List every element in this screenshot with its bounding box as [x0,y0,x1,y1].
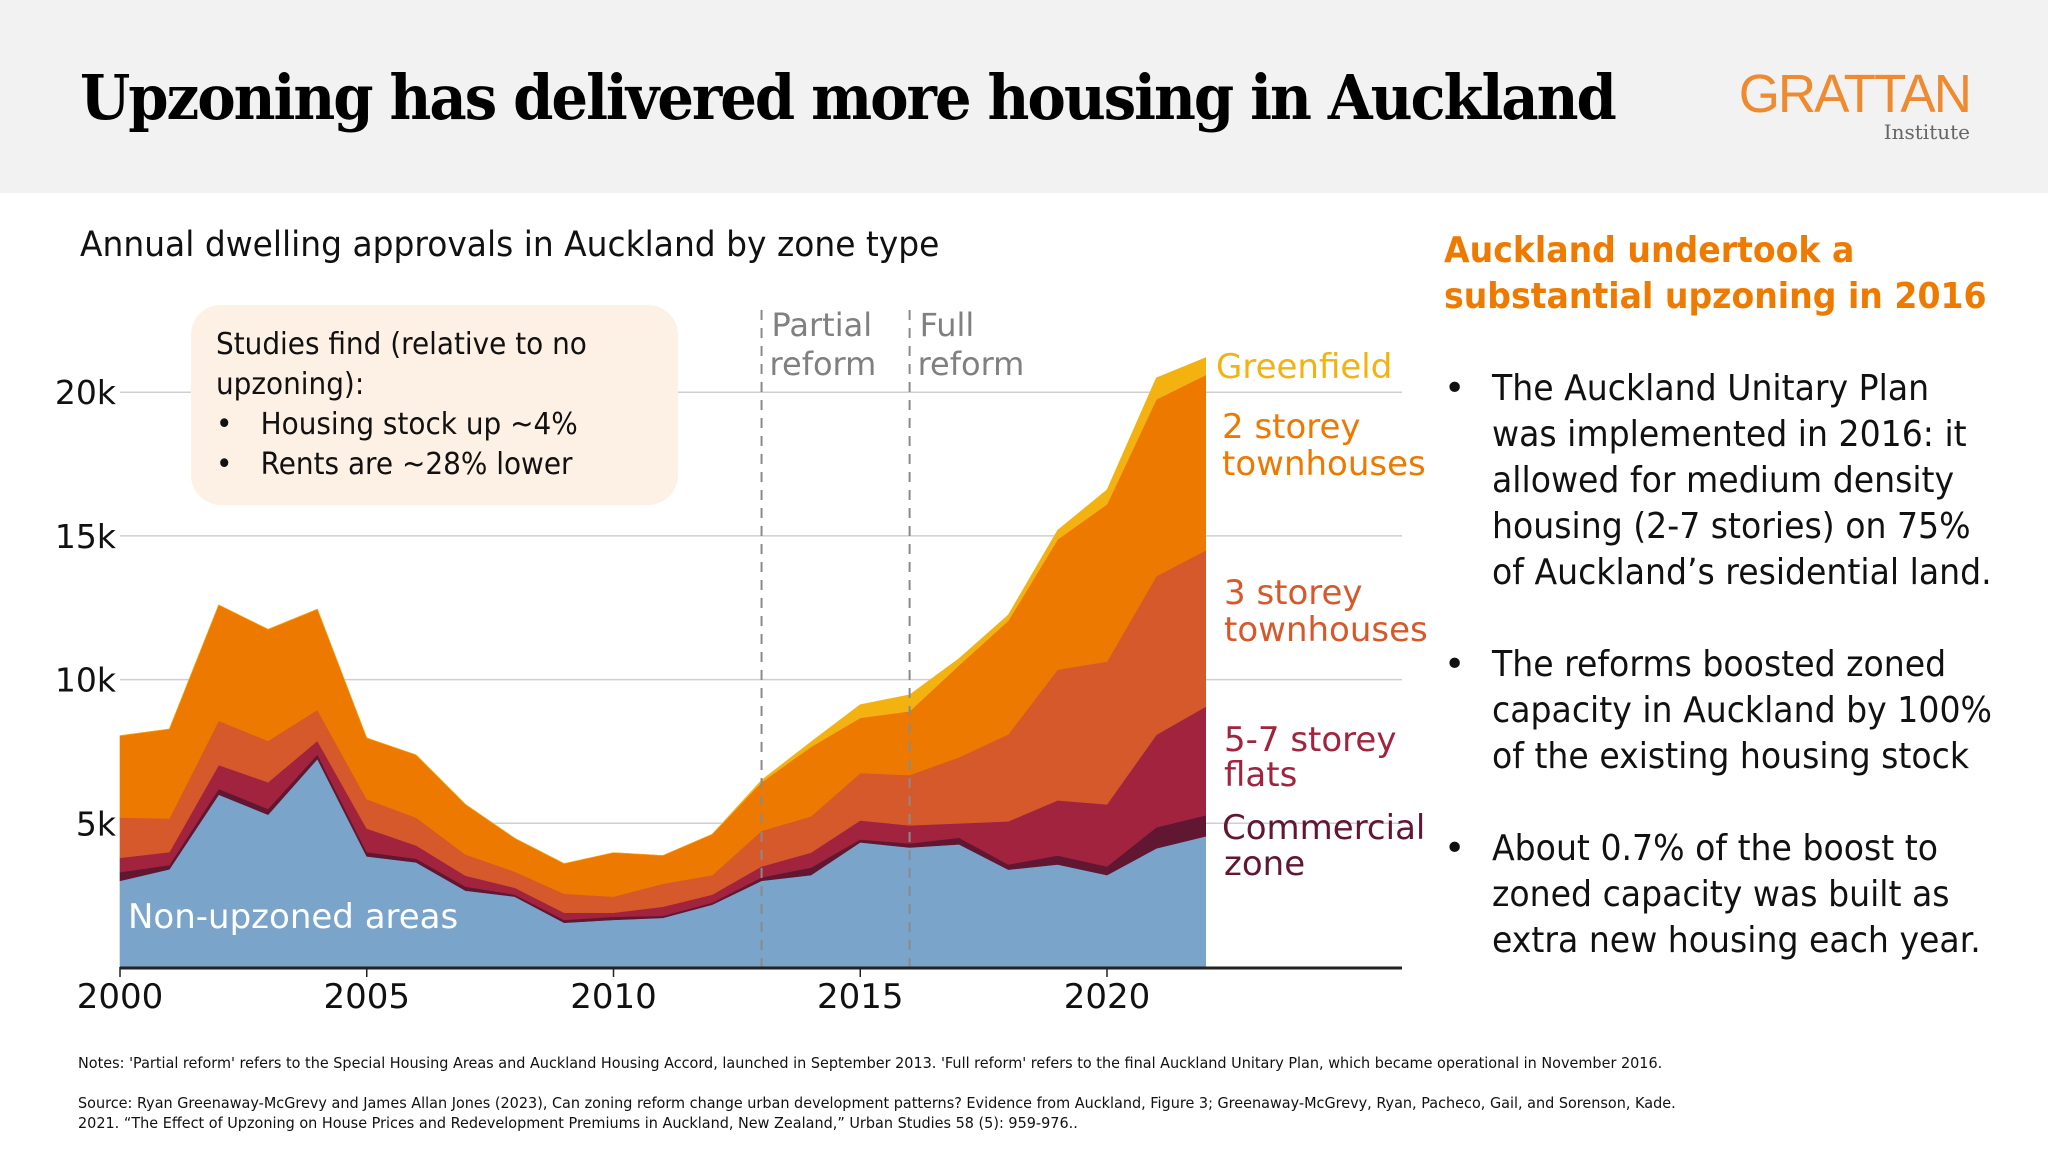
y-tick-label: 15k [55,517,117,556]
bullet-icon: • [1444,368,1466,409]
side-panel-bullets: • The Auckland Unitary Plan was implemen… [1444,366,2044,964]
side-bullet-text: About 0.7% of the boost to zoned capacit… [1492,828,1981,961]
reform-label: Partial [772,306,873,344]
grattan-logo: GRATTAN Institute [1720,64,1972,146]
reform-label: reform [918,345,1025,383]
logo-wordmark: GRATTAN [1738,64,1972,124]
reform-label: Full [920,306,975,344]
studies-callout-box: Studies find (relative to no upzoning): … [191,305,678,505]
callout-bullet: • Housing stock up ~4% [216,405,623,445]
reform-label: reform [770,345,877,383]
series-label: 3 storey [1224,573,1363,613]
side-panel-title: Auckland undertook a substantial upzonin… [1444,228,1987,320]
side-title-line2: substantial upzoning in 2016 [1444,276,1987,317]
y-tick-label: 20k [55,373,117,412]
bullet-icon: • [1444,828,1466,869]
series-label: 5-7 storey [1224,720,1396,760]
callout-intro-line1: Studies find (relative to no [216,327,587,362]
x-tick-label: 2000 [77,977,164,1017]
series-label: 2 storey [1222,407,1361,447]
page-title: Upzoning has delivered more housing in A… [80,61,1617,134]
series-label: Non-upzoned areas [128,897,458,937]
x-tick-label: 2020 [1064,977,1151,1017]
callout-bullet-text: Rents are ~28% lower [260,447,573,482]
callout-bullet-text: Housing stock up ~4% [260,407,578,442]
x-tick-label: 2005 [323,977,410,1017]
side-bullet: • The reforms boosted zoned capacity in … [1444,642,2044,780]
callout-intro-line2: upzoning): [216,367,365,402]
chart-source: Source: Ryan Greenaway-McGrevy and James… [78,1094,1676,1132]
side-title-line1: Auckland undertook a [1444,230,1855,271]
x-tick-label: 2010 [570,977,657,1017]
logo-subtitle: Institute [1883,120,1970,144]
bullet-icon: • [216,447,233,482]
bullet-icon: • [216,407,233,442]
bullet-icon: • [1444,644,1466,685]
chart-notes: Notes: 'Partial reform' refers to the Sp… [78,1054,1663,1072]
series-label: Commercial [1222,808,1425,848]
side-bullet: • About 0.7% of the boost to zoned capac… [1444,826,2044,964]
series-label: townhouses [1224,610,1428,650]
side-bullet-text: The Auckland Unitary Plan was implemente… [1492,368,1992,593]
side-bullet: • The Auckland Unitary Plan was implemen… [1444,366,2044,596]
x-tick-label: 2015 [817,977,904,1017]
series-label: Greenfield [1216,347,1392,387]
series-label: zone [1224,844,1305,884]
callout-bullet: • Rents are ~28% lower [216,445,623,485]
y-tick-label: 5k [76,804,117,843]
header-bar: Upzoning has delivered more housing in A… [0,0,2048,193]
series-label: townhouses [1222,444,1426,484]
series-label: flats [1224,755,1297,795]
area-greenfield [119,357,1206,864]
y-tick-label: 10k [55,661,117,700]
side-bullet-text: The reforms boosted zoned capacity in Au… [1492,644,1992,777]
chart-title: Annual dwelling approvals in Auckland by… [80,225,940,265]
